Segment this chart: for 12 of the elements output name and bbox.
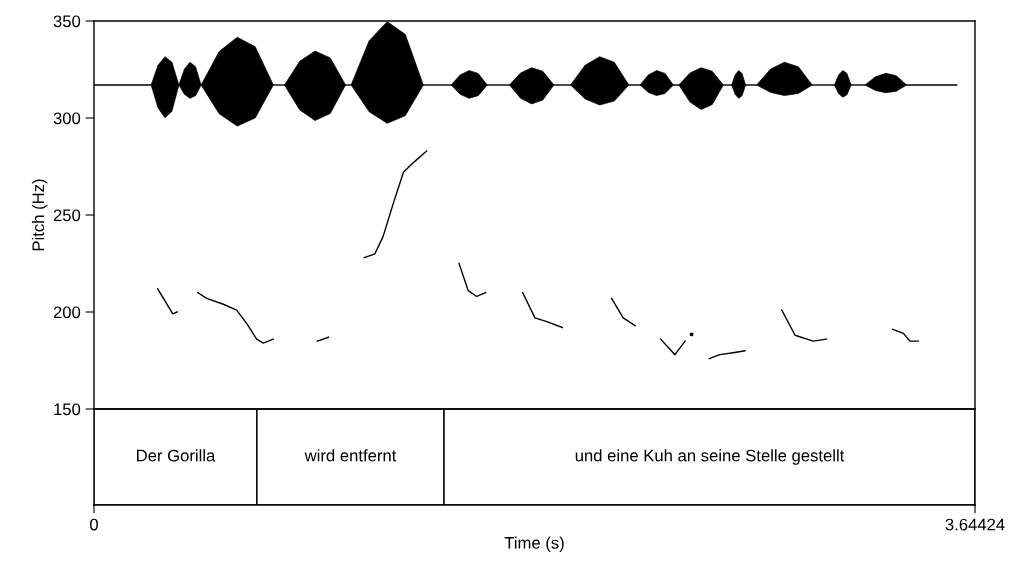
y-tick-label: 150 [54, 403, 81, 416]
y-tick-label: 200 [53, 306, 81, 319]
y-tick-label: 300 [53, 112, 81, 125]
data-label: und eine Kuh an seine Stelle gestellt [575, 449, 845, 465]
x-tick-label: 0 [90, 518, 98, 531]
y-axis-title: Pitch (Hz) [31, 179, 48, 251]
y-tick-label: 350 [53, 15, 81, 28]
y-tick-label: 250 [53, 209, 81, 222]
data-label: Der Gorilla [137, 449, 216, 462]
x-tick-label: 3.64424 [945, 518, 1005, 531]
data-label: wird entfernt [304, 449, 397, 462]
x-axis-title: Time (s) [504, 536, 564, 553]
